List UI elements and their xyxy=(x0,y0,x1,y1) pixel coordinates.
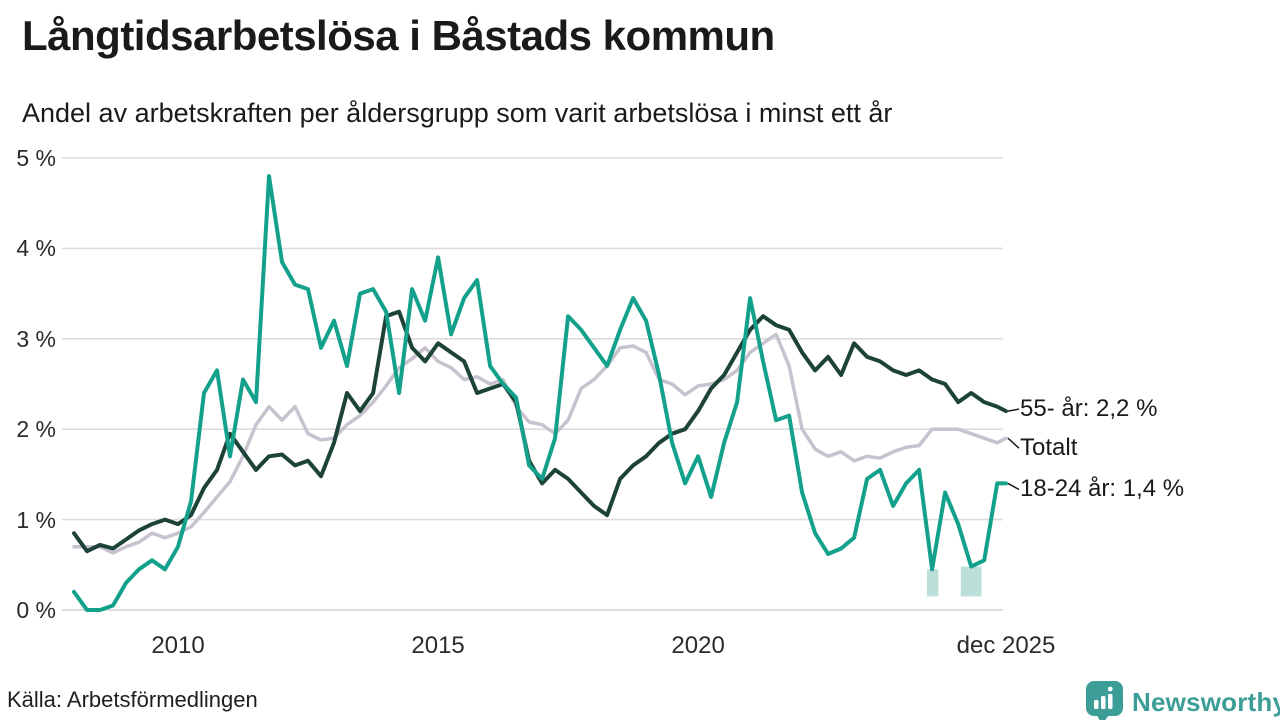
series-end-label-1824: 18-24 år: 1,4 % xyxy=(1020,475,1185,503)
x-tick-label: dec 2025 xyxy=(956,632,1056,659)
label-connector xyxy=(1007,437,1020,449)
y-tick-label: 0 % xyxy=(16,597,56,623)
x-tick-label: 2020 xyxy=(671,632,725,659)
x-tick-label: 2010 xyxy=(151,632,205,659)
chart-title: Långtidsarbetslösa i Båstads kommun xyxy=(22,12,775,59)
x-tick-label: 2015 xyxy=(411,632,465,659)
label-connector xyxy=(1007,408,1020,412)
brand-bar xyxy=(1094,700,1099,709)
y-tick-label: 4 % xyxy=(16,235,56,262)
y-tick-label: 2 % xyxy=(16,416,56,443)
series-end-label-55: 55- år: 2,2 % xyxy=(1020,395,1158,423)
series-end-label-totalt: Totalt xyxy=(1020,434,1078,462)
brand-bar xyxy=(1108,694,1113,709)
newsworthy-logo-text: Newsworthy xyxy=(1132,686,1280,717)
brand-bar xyxy=(1101,696,1106,709)
newsworthy-logo-icon xyxy=(1086,681,1123,720)
y-tick-label: 1 % xyxy=(16,506,56,533)
uncertainty-band xyxy=(926,569,939,597)
series-line-totalt xyxy=(72,332,1008,555)
source-note: Källa: Arbetsförmedlingen xyxy=(7,687,258,712)
y-tick-label: 5 % xyxy=(16,145,56,171)
brand-badge-tail xyxy=(1096,714,1110,720)
series-line-55 xyxy=(72,309,1008,554)
label-connector xyxy=(1007,482,1020,491)
y-tick-label: 3 % xyxy=(16,325,56,352)
series-line-1824 xyxy=(72,174,1008,612)
chart-subtitle: Andel av arbetskraften per åldersgrupp s… xyxy=(22,98,893,128)
brand-bar-dot xyxy=(1107,686,1113,692)
newsworthy-brand: Newsworthy xyxy=(1085,680,1280,720)
uncertainty-band xyxy=(960,566,982,597)
